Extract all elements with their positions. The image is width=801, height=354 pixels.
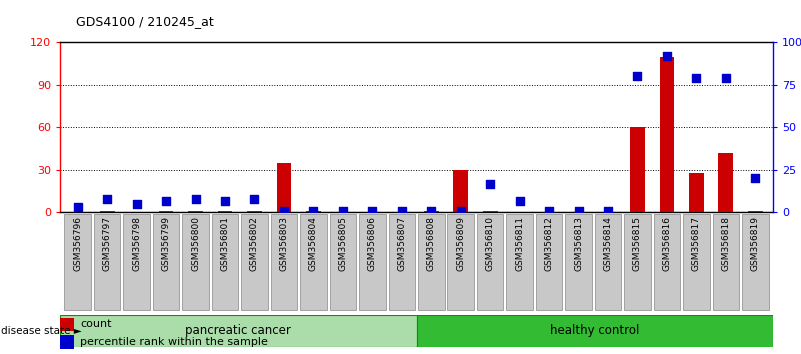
FancyBboxPatch shape	[60, 315, 417, 347]
Bar	[100, 211, 115, 212]
Point	[749, 176, 762, 181]
Text: GDS4100 / 210245_at: GDS4100 / 210245_at	[76, 15, 214, 28]
FancyBboxPatch shape	[506, 215, 533, 309]
FancyBboxPatch shape	[417, 315, 773, 347]
Bar	[248, 211, 262, 212]
Bar	[630, 127, 645, 212]
Point	[219, 198, 231, 203]
Text: GSM356796: GSM356796	[73, 216, 83, 272]
Text: GSM356803: GSM356803	[280, 216, 288, 272]
Point	[631, 74, 644, 79]
Text: pancreatic cancer: pancreatic cancer	[185, 325, 292, 337]
Point	[542, 208, 555, 213]
FancyBboxPatch shape	[388, 215, 415, 309]
Point	[602, 208, 614, 213]
FancyBboxPatch shape	[448, 215, 474, 309]
Bar	[276, 163, 292, 212]
Text: GSM356801: GSM356801	[220, 216, 230, 272]
Bar	[218, 211, 232, 212]
Text: GSM356808: GSM356808	[427, 216, 436, 272]
Point	[454, 208, 467, 213]
Text: GSM356812: GSM356812	[545, 216, 553, 271]
Point	[278, 208, 291, 213]
FancyBboxPatch shape	[211, 215, 238, 309]
Point	[661, 53, 674, 59]
Text: GSM356813: GSM356813	[574, 216, 583, 272]
Point	[719, 75, 732, 81]
FancyBboxPatch shape	[183, 215, 209, 309]
FancyBboxPatch shape	[65, 215, 91, 309]
Text: GSM356802: GSM356802	[250, 216, 259, 271]
Text: healthy control: healthy control	[550, 325, 639, 337]
FancyBboxPatch shape	[566, 215, 592, 309]
Text: disease state ►: disease state ►	[1, 326, 82, 336]
Text: GSM356818: GSM356818	[722, 216, 731, 272]
Point	[101, 196, 114, 202]
FancyBboxPatch shape	[742, 215, 768, 309]
Text: percentile rank within the sample: percentile rank within the sample	[80, 337, 268, 347]
Text: GSM356805: GSM356805	[338, 216, 348, 272]
Bar	[453, 170, 468, 212]
Point	[71, 205, 84, 210]
FancyBboxPatch shape	[713, 215, 739, 309]
FancyBboxPatch shape	[536, 215, 562, 309]
Point	[131, 201, 143, 207]
Text: GSM356815: GSM356815	[633, 216, 642, 272]
Bar	[748, 211, 763, 212]
Text: GSM356800: GSM356800	[191, 216, 200, 272]
Text: GSM356804: GSM356804	[309, 216, 318, 271]
FancyBboxPatch shape	[654, 215, 680, 309]
Point	[572, 208, 585, 213]
Bar	[60, 335, 74, 349]
Point	[366, 208, 379, 213]
FancyBboxPatch shape	[241, 215, 268, 309]
Text: GSM356819: GSM356819	[751, 216, 760, 272]
Point	[248, 196, 261, 202]
Point	[307, 208, 320, 213]
FancyBboxPatch shape	[594, 215, 622, 309]
FancyBboxPatch shape	[359, 215, 385, 309]
FancyBboxPatch shape	[330, 215, 356, 309]
Text: GSM356797: GSM356797	[103, 216, 111, 272]
Point	[484, 181, 497, 186]
Text: GSM356814: GSM356814	[603, 216, 613, 271]
Bar	[306, 211, 320, 212]
Bar	[689, 173, 704, 212]
Text: GSM356806: GSM356806	[368, 216, 376, 272]
FancyBboxPatch shape	[477, 215, 503, 309]
Point	[425, 208, 437, 213]
Bar	[424, 211, 439, 212]
Text: GSM356798: GSM356798	[132, 216, 141, 272]
Text: GSM356799: GSM356799	[162, 216, 171, 272]
Bar	[718, 153, 733, 212]
FancyBboxPatch shape	[153, 215, 179, 309]
FancyBboxPatch shape	[271, 215, 297, 309]
Bar	[659, 57, 674, 212]
FancyBboxPatch shape	[624, 215, 650, 309]
Text: GSM356817: GSM356817	[692, 216, 701, 272]
Point	[396, 208, 409, 213]
Point	[159, 198, 172, 203]
FancyBboxPatch shape	[300, 215, 327, 309]
Point	[690, 75, 702, 81]
Bar	[159, 211, 174, 212]
Text: GSM356809: GSM356809	[457, 216, 465, 272]
FancyBboxPatch shape	[123, 215, 150, 309]
Text: GSM356810: GSM356810	[485, 216, 495, 272]
Bar	[60, 318, 74, 331]
Bar	[188, 211, 203, 212]
FancyBboxPatch shape	[94, 215, 120, 309]
Text: GSM356811: GSM356811	[515, 216, 524, 272]
Point	[513, 198, 526, 203]
Point	[336, 208, 349, 213]
Bar	[483, 211, 497, 212]
Text: GSM356816: GSM356816	[662, 216, 671, 272]
Point	[189, 196, 202, 202]
Text: count: count	[80, 319, 111, 329]
Text: GSM356807: GSM356807	[397, 216, 406, 272]
FancyBboxPatch shape	[418, 215, 445, 309]
FancyBboxPatch shape	[683, 215, 710, 309]
